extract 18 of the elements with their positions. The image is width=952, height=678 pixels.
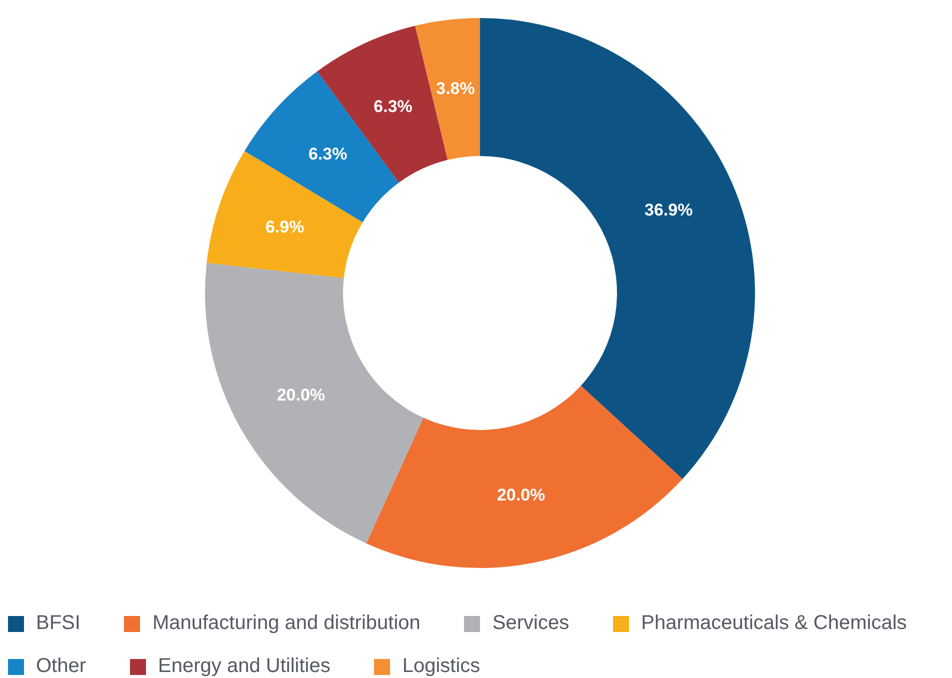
donut-slice: [480, 18, 755, 480]
data-label: 6.3%: [308, 144, 348, 164]
legend-label: Logistics: [402, 655, 480, 678]
data-label: 3.8%: [436, 78, 475, 98]
legend-label: Energy and Utilities: [158, 655, 330, 678]
data-label: 20.0%: [496, 485, 546, 504]
data-label: 36.9%: [644, 200, 693, 220]
legend-label: Services: [492, 612, 570, 635]
data-label: 6.9%: [265, 218, 304, 237]
legend-label: Manufacturing and distribution: [152, 612, 420, 635]
legend-label: Other: [36, 655, 86, 678]
donut-slice: [205, 262, 424, 544]
data-label: 6.3%: [374, 96, 412, 116]
legend-label: Pharmaceuticals & Chemicals: [641, 612, 907, 635]
donut-slice: [415, 18, 480, 160]
legend-label: BFSI: [36, 612, 80, 635]
data-label: 20.0%: [276, 385, 326, 404]
donut-slice: [366, 386, 683, 568]
